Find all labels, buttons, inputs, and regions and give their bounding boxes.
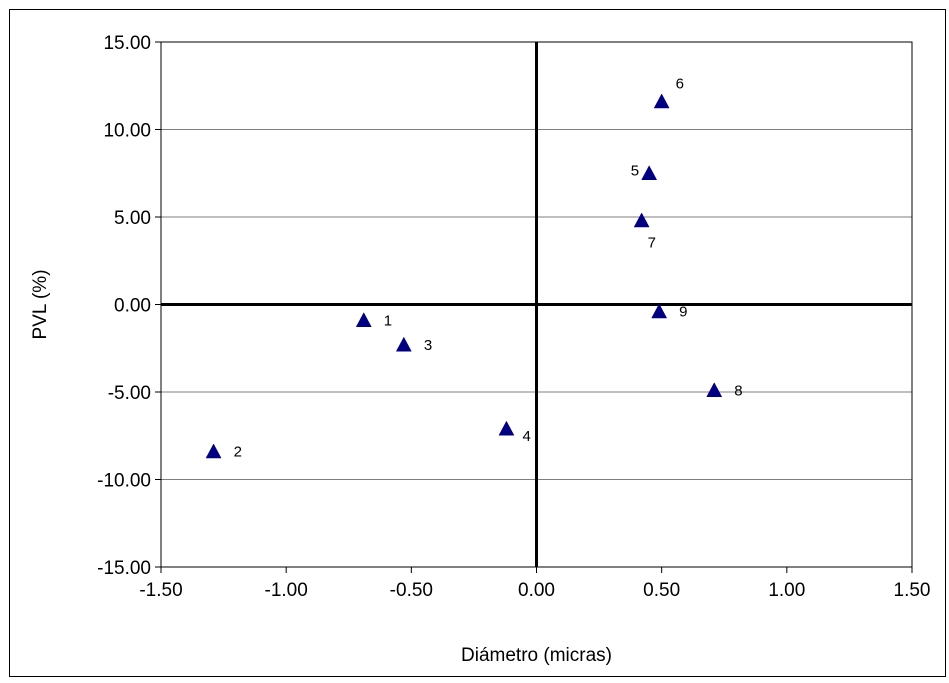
y-tick-label: -5.00 xyxy=(108,383,151,404)
data-point-label: 6 xyxy=(676,76,684,93)
data-point-label: 4 xyxy=(522,428,530,445)
data-point-label: 3 xyxy=(424,337,432,354)
data-point-label: 5 xyxy=(631,162,639,179)
data-point-marker xyxy=(706,382,723,397)
y-axis-ticks: -15.00 -10.00 -5.00 0.00 5.00 10.00 15.00 xyxy=(97,33,161,579)
x-tick-label: 1.00 xyxy=(768,580,805,601)
x-tick-label: -1.50 xyxy=(139,580,182,601)
data-point-label: 8 xyxy=(734,382,742,399)
y-tick-label: -15.00 xyxy=(97,558,151,579)
chart-area: -15.00 -10.00 -5.00 0.00 5.00 10.00 15.00 -1.5… xyxy=(9,9,946,677)
data-point-label: 9 xyxy=(679,304,687,321)
zero-axes xyxy=(161,42,912,567)
data-points: 1 2 3 4 5 6 7 8 9 xyxy=(205,76,743,461)
x-tick-label: -0.50 xyxy=(390,580,433,601)
data-point-marker xyxy=(395,336,412,352)
data-point-marker xyxy=(498,420,515,436)
x-tick-label: 0.50 xyxy=(643,580,680,601)
data-point-marker xyxy=(641,165,658,180)
y-tick-label: 0.00 xyxy=(114,296,151,317)
data-point-marker xyxy=(653,93,670,109)
x-tick-label: -1.00 xyxy=(265,580,308,601)
x-axis-ticks: -1.50 -1.00 -0.50 0.00 0.50 1.00 1.50 xyxy=(139,567,930,601)
data-point-marker xyxy=(205,443,222,459)
data-point-marker xyxy=(633,212,650,228)
y-tick-label: 5.00 xyxy=(114,208,151,229)
x-tick-label: 0.00 xyxy=(518,580,555,601)
x-axis-title: Diámetro (micras) xyxy=(461,645,612,666)
x-tick-label: 1.50 xyxy=(894,580,931,601)
data-point-marker xyxy=(651,303,668,319)
y-tick-label: -10.00 xyxy=(97,471,151,492)
y-tick-label: 10.00 xyxy=(103,121,151,142)
data-point-label: 2 xyxy=(234,444,242,461)
data-point-marker xyxy=(355,312,372,327)
y-axis-title: PVL (%) xyxy=(30,269,51,339)
data-point-label: 1 xyxy=(384,312,392,329)
y-tick-label: 15.00 xyxy=(103,33,151,54)
data-point-label: 7 xyxy=(648,235,656,252)
